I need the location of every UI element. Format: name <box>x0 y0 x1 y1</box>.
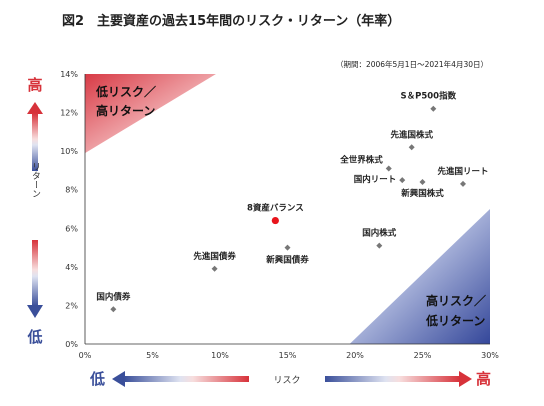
corner-bottom-right-line2: 低リターン <box>425 313 485 328</box>
data-point-marker <box>271 216 279 225</box>
x-tick-labels: 0% 5% 10% 15% 20% 25% 30% <box>79 351 500 360</box>
x-arrow-shaft-left <box>124 376 249 382</box>
x-tick-label: 25% <box>414 351 432 360</box>
x-tick-label: 20% <box>346 351 364 360</box>
high-risk-low-return-region <box>349 209 490 344</box>
x-arrow-left-head-icon <box>112 371 125 387</box>
data-point-label: 国内株式 <box>362 228 397 239</box>
y-tick-label: 6% <box>65 224 78 233</box>
x-tick-label: 10% <box>211 351 229 360</box>
data-point-marker <box>460 180 466 187</box>
x-arrow-shaft-right <box>325 376 460 382</box>
data-point-marker <box>284 244 291 251</box>
y-axis-title: リターン <box>30 162 41 198</box>
data-point-label: 国内リート <box>354 174 397 185</box>
x-axis-title: リスク <box>273 375 300 386</box>
data-point-marker <box>385 165 392 172</box>
y-tick-label: 0% <box>65 340 78 349</box>
data-point-marker <box>419 179 426 185</box>
y-tick-label: 14% <box>60 70 78 79</box>
corner-bottom-right-line1: 高リスク／ <box>426 293 486 308</box>
data-point-label: 全世界株式 <box>339 155 383 166</box>
y-axis-high-label: 高 <box>27 76 42 94</box>
x-tick-label: 30% <box>481 351 499 360</box>
data-point-label: 国内債券 <box>96 291 131 302</box>
data-point-marker <box>376 242 383 249</box>
data-point-marker <box>408 144 415 151</box>
data-point-label: S＆P500指数 <box>400 91 456 102</box>
data-point-marker <box>399 177 406 184</box>
period-note: （期間：2006年5月1日〜2021年4月30日） <box>336 59 488 69</box>
y-tick-label: 8% <box>65 186 78 195</box>
x-arrow-right-head-icon <box>459 371 472 387</box>
y-tick-label: 4% <box>65 263 78 272</box>
x-tick-label: 5% <box>146 351 159 360</box>
y-tick-labels: 0% 2% 4% 6% 8% 10% 12% 14% <box>60 70 78 349</box>
chart-title: 図2 主要資産の過去15年間のリスク・リターン（年率） <box>62 13 400 29</box>
y-arrow-shaft-bottom <box>32 240 38 306</box>
y-arrow-down-head-icon <box>27 305 43 318</box>
data-point-label: 8資産バランス <box>247 203 304 214</box>
y-axis-low-label: 低 <box>26 328 42 346</box>
y-tick-label: 12% <box>60 109 78 118</box>
x-tick-label: 15% <box>279 351 297 360</box>
corner-top-left-line1: 低リスク／ <box>95 84 156 99</box>
y-arrow-up-head-icon <box>27 102 43 114</box>
data-point-marker <box>430 105 437 112</box>
data-point-label: 新興国債券 <box>266 255 309 266</box>
data-point-label: 先進国債券 <box>193 251 236 262</box>
x-axis-low-label: 低 <box>89 370 105 388</box>
y-tick-label: 2% <box>65 301 78 310</box>
data-point-label: 新興国株式 <box>401 188 444 199</box>
data-point-label: 先進国リート <box>437 166 488 177</box>
data-point-marker <box>211 265 218 272</box>
x-axis-high-label: 高 <box>476 370 491 388</box>
y-arrow-shaft-top <box>32 113 38 171</box>
x-tick-label: 0% <box>79 351 92 360</box>
data-point-marker <box>110 306 117 313</box>
y-tick-label: 10% <box>60 147 78 156</box>
low-risk-high-return-region <box>85 74 216 154</box>
corner-top-left-line2: 高リターン <box>96 103 155 118</box>
data-point-label: 先進国株式 <box>390 129 433 140</box>
